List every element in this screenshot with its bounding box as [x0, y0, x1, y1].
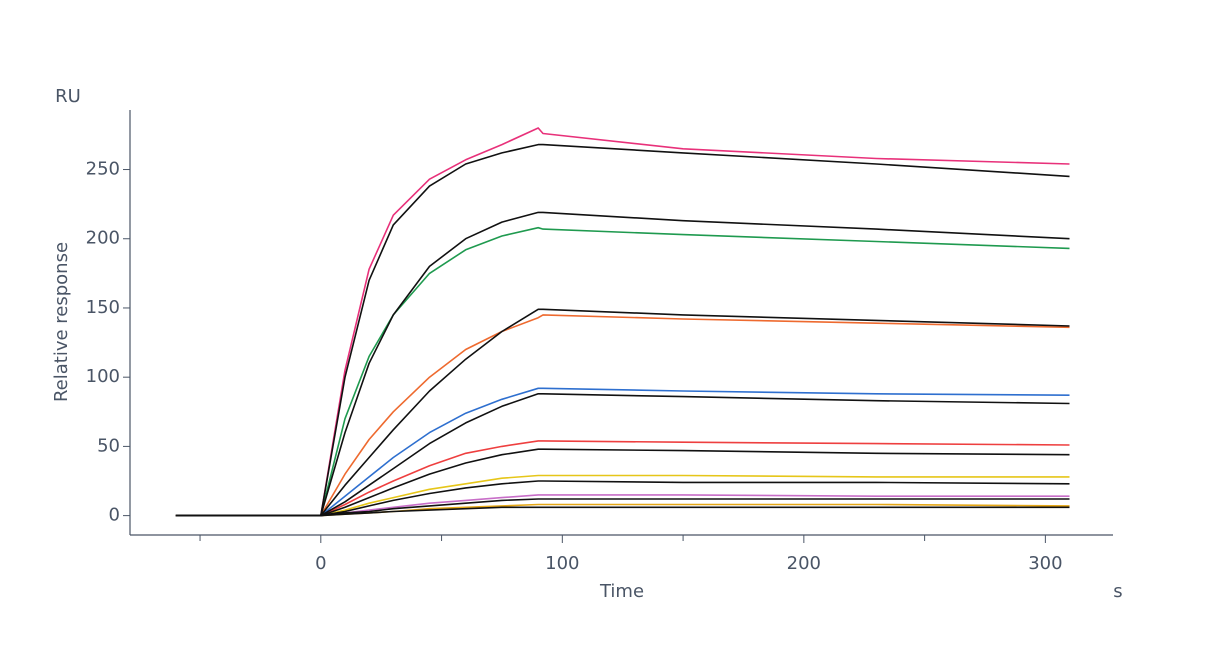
y-tick-label: 0	[109, 505, 120, 526]
series-line	[175, 127, 1070, 517]
y-tick-label: 250	[86, 159, 120, 180]
series-line	[175, 440, 1070, 517]
series-line	[175, 503, 1070, 517]
series-line	[175, 498, 1070, 517]
x-tick-label: 100	[545, 553, 579, 574]
series-line	[175, 393, 1070, 517]
series-line	[175, 506, 1070, 517]
y-axis-label: Relative response	[51, 242, 72, 402]
series-line	[175, 211, 1070, 517]
x-tick-label: 200	[787, 553, 821, 574]
x-unit: s	[1113, 581, 1122, 602]
series-line	[175, 226, 1070, 517]
series-line	[175, 387, 1070, 517]
x-axis-label: Time	[599, 581, 644, 602]
y-tick-label: 100	[86, 366, 120, 387]
y-tick-label: 50	[97, 435, 120, 456]
series-line	[175, 448, 1070, 517]
series-line	[175, 308, 1070, 517]
y-tick-label: 150	[86, 297, 120, 318]
x-tick-label: 300	[1028, 553, 1062, 574]
series-line	[175, 480, 1070, 517]
y-unit: RU	[55, 86, 81, 107]
series-line	[175, 474, 1070, 517]
y-tick-label: 200	[86, 228, 120, 249]
series-line	[175, 314, 1070, 517]
x-tick-label: 0	[315, 553, 326, 574]
series-line	[175, 143, 1070, 517]
